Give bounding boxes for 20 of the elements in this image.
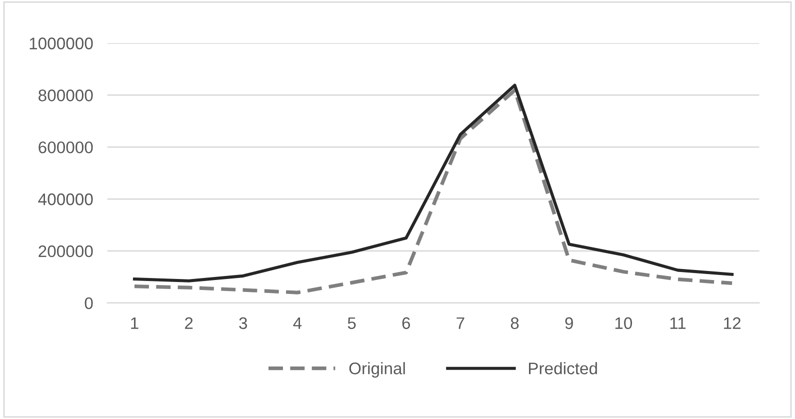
y-tick-label: 400000 bbox=[38, 193, 93, 206]
y-tick-label: 0 bbox=[84, 297, 93, 310]
y-tick-label: 800000 bbox=[38, 90, 93, 102]
x-tick-label: 11 bbox=[670, 317, 686, 329]
x-tick-label: 2 bbox=[185, 317, 193, 329]
x-tick-label: 4 bbox=[293, 317, 302, 329]
y-tick-label: 200000 bbox=[38, 245, 93, 258]
legend-label: Original bbox=[349, 362, 405, 378]
y-tick-label: 1000000 bbox=[30, 38, 93, 50]
x-tick-label: 1 bbox=[131, 317, 138, 329]
x-tick-label: 5 bbox=[348, 317, 356, 330]
y-tick-label: 600000 bbox=[38, 141, 93, 154]
x-tick-label: 9 bbox=[565, 317, 573, 330]
legend-label: Predicted bbox=[528, 362, 597, 374]
x-tick-label: 7 bbox=[456, 317, 464, 329]
x-tick-label: 3 bbox=[239, 317, 248, 330]
x-tick-label: 8 bbox=[510, 317, 519, 330]
x-tick-label: 10 bbox=[615, 317, 632, 330]
x-tick-label: 6 bbox=[402, 317, 410, 330]
x-tick-label: 12 bbox=[724, 317, 740, 329]
